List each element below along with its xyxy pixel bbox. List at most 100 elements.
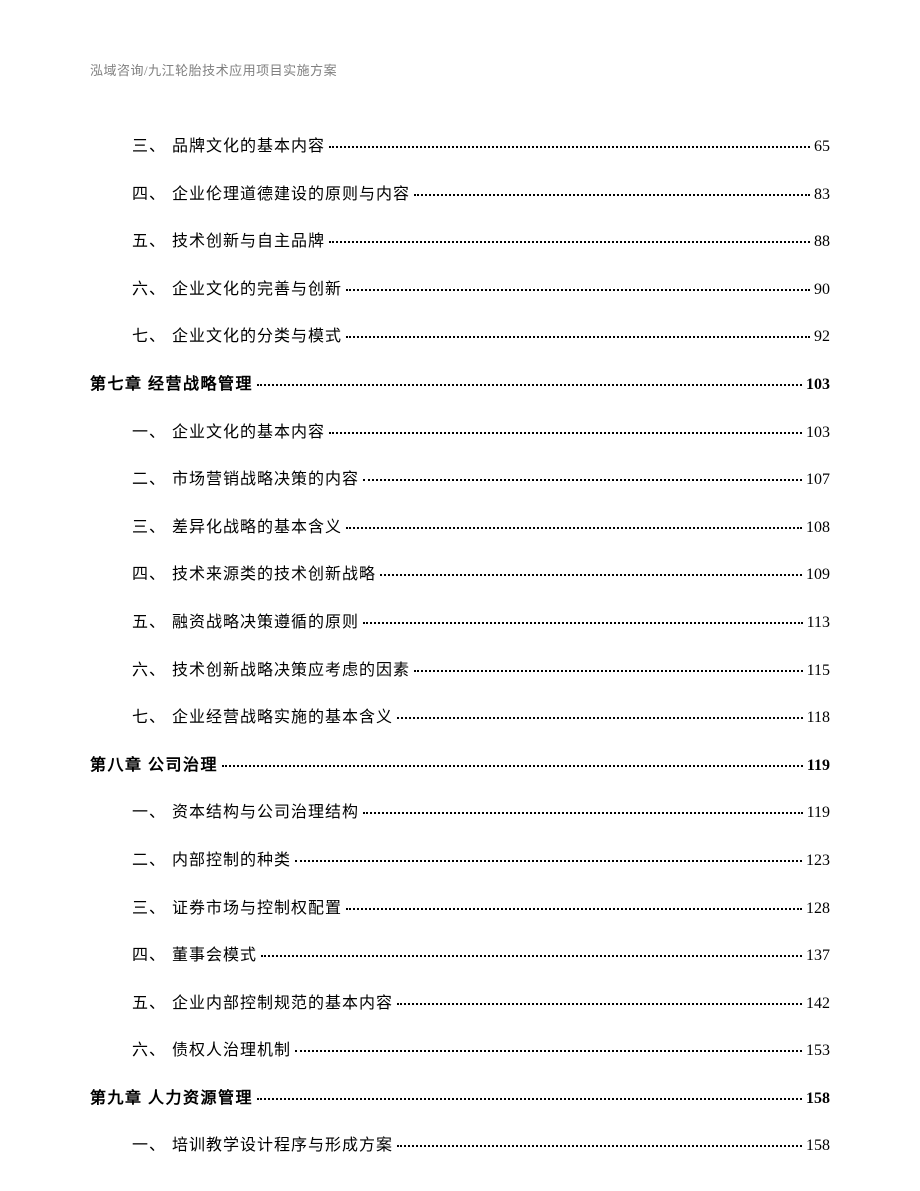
toc-sub-row: 一、资本结构与公司治理结构119 bbox=[90, 800, 830, 826]
toc-item-text: 第九章 人力资源管理 bbox=[90, 1086, 253, 1112]
toc-item-text: 企业伦理道德建设的原则与内容 bbox=[172, 182, 410, 208]
toc-sub-row: 四、技术来源类的技术创新战略109 bbox=[90, 562, 830, 588]
toc-leader-dots bbox=[397, 1003, 802, 1005]
toc-item-text: 品牌文化的基本内容 bbox=[172, 134, 325, 160]
toc-page-number: 153 bbox=[806, 1038, 830, 1064]
toc-sub-row: 七、企业经营战略实施的基本含义 118 bbox=[90, 705, 830, 731]
toc-page-number: 158 bbox=[806, 1133, 830, 1159]
toc-sub-row: 五、融资战略决策遵循的原则 113 bbox=[90, 610, 830, 636]
toc-page-number: 123 bbox=[806, 848, 830, 874]
toc-leader-dots bbox=[346, 336, 810, 338]
toc-page-number: 90 bbox=[814, 277, 830, 303]
toc-sub-row: 六、企业文化的完善与创新 90 bbox=[90, 277, 830, 303]
toc-page-number: 119 bbox=[807, 800, 830, 826]
toc-chapter-row: 第八章 公司治理 119 bbox=[90, 753, 830, 779]
toc-item-number: 五、 bbox=[132, 229, 166, 255]
toc-item-text: 差异化战略的基本含义 bbox=[172, 515, 342, 541]
toc-leader-dots bbox=[346, 289, 810, 291]
toc-item-text: 内部控制的种类 bbox=[172, 848, 291, 874]
toc-item-text: 培训教学设计程序与形成方案 bbox=[172, 1133, 393, 1159]
toc-leader-dots bbox=[295, 860, 802, 862]
toc-item-number: 六、 bbox=[132, 1038, 166, 1064]
toc-page-number: 107 bbox=[806, 467, 830, 493]
toc-sub-row: 三、证券市场与控制权配置 128 bbox=[90, 896, 830, 922]
toc-item-text: 证券市场与控制权配置 bbox=[172, 896, 342, 922]
toc-item-text: 债权人治理机制 bbox=[172, 1038, 291, 1064]
toc-item-text: 企业内部控制规范的基本内容 bbox=[172, 991, 393, 1017]
toc-item-number: 二、 bbox=[132, 848, 166, 874]
toc-page-number: 158 bbox=[806, 1086, 830, 1112]
toc-item-number: 四、 bbox=[132, 943, 166, 969]
toc-leader-dots bbox=[363, 622, 803, 624]
toc-page-number: 128 bbox=[806, 896, 830, 922]
toc-sub-row: 一、企业文化的基本内容 103 bbox=[90, 420, 830, 446]
toc-leader-dots bbox=[397, 717, 803, 719]
toc-leader-dots bbox=[363, 479, 802, 481]
toc-item-text: 技术来源类的技术创新战略 bbox=[172, 562, 376, 588]
toc-item-text: 企业文化的基本内容 bbox=[172, 420, 325, 446]
toc-sub-row: 一、培训教学设计程序与形成方案 158 bbox=[90, 1133, 830, 1159]
toc-leader-dots bbox=[329, 146, 810, 148]
toc-leader-dots bbox=[414, 194, 810, 196]
toc-leader-dots bbox=[363, 812, 803, 814]
toc-sub-row: 七、企业文化的分类与模式 92 bbox=[90, 324, 830, 350]
toc-item-text: 第八章 公司治理 bbox=[90, 753, 218, 779]
toc-sub-row: 二、内部控制的种类 123 bbox=[90, 848, 830, 874]
toc-item-number: 七、 bbox=[132, 324, 166, 350]
toc-item-number: 三、 bbox=[132, 134, 166, 160]
toc-page-number: 118 bbox=[807, 705, 830, 731]
toc-item-text: 融资战略决策遵循的原则 bbox=[172, 610, 359, 636]
toc-chapter-row: 第九章 人力资源管理 158 bbox=[90, 1086, 830, 1112]
toc-leader-dots bbox=[346, 527, 802, 529]
toc-sub-row: 五、企业内部控制规范的基本内容 142 bbox=[90, 991, 830, 1017]
toc-leader-dots bbox=[222, 765, 803, 767]
toc-item-text: 企业文化的分类与模式 bbox=[172, 324, 342, 350]
toc-item-text: 资本结构与公司治理结构 bbox=[172, 800, 359, 826]
toc-page-number: 83 bbox=[814, 182, 830, 208]
toc-leader-dots bbox=[261, 955, 802, 957]
toc-leader-dots bbox=[257, 384, 802, 386]
toc-sub-row: 五、技术创新与自主品牌 88 bbox=[90, 229, 830, 255]
toc-item-number: 三、 bbox=[132, 515, 166, 541]
toc-item-text: 企业文化的完善与创新 bbox=[172, 277, 342, 303]
toc-page-number: 142 bbox=[806, 991, 830, 1017]
toc-item-number: 四、 bbox=[132, 562, 166, 588]
toc-item-number: 五、 bbox=[132, 991, 166, 1017]
toc-item-text: 第七章 经营战略管理 bbox=[90, 372, 253, 398]
toc-item-number: 六、 bbox=[132, 277, 166, 303]
toc-page-number: 119 bbox=[807, 753, 830, 779]
toc-page-number: 137 bbox=[806, 943, 830, 969]
toc-item-number: 四、 bbox=[132, 182, 166, 208]
toc-sub-row: 三、品牌文化的基本内容 65 bbox=[90, 134, 830, 160]
toc-item-number: 三、 bbox=[132, 896, 166, 922]
toc-page-number: 108 bbox=[806, 515, 830, 541]
toc-leader-dots bbox=[295, 1050, 802, 1052]
toc-item-text: 技术创新与自主品牌 bbox=[172, 229, 325, 255]
toc-leader-dots bbox=[380, 574, 802, 576]
toc-item-number: 七、 bbox=[132, 705, 166, 731]
toc-page-number: 88 bbox=[814, 229, 830, 255]
toc-item-number: 一、 bbox=[132, 1133, 166, 1159]
toc-leader-dots bbox=[414, 670, 803, 672]
toc-chapter-row: 第七章 经营战略管理 103 bbox=[90, 372, 830, 398]
toc-item-number: 六、 bbox=[132, 658, 166, 684]
toc-sub-row: 四、董事会模式137 bbox=[90, 943, 830, 969]
toc-leader-dots bbox=[257, 1098, 802, 1100]
toc-sub-row: 二、市场营销战略决策的内容107 bbox=[90, 467, 830, 493]
toc-leader-dots bbox=[329, 432, 802, 434]
toc-sub-row: 三、差异化战略的基本含义 108 bbox=[90, 515, 830, 541]
toc-item-number: 五、 bbox=[132, 610, 166, 636]
toc-item-text: 市场营销战略决策的内容 bbox=[172, 467, 359, 493]
toc-item-number: 一、 bbox=[132, 420, 166, 446]
toc-page-number: 103 bbox=[806, 372, 830, 398]
toc-item-text: 企业经营战略实施的基本含义 bbox=[172, 705, 393, 731]
document-header: 泓域咨询/九江轮胎技术应用项目实施方案 bbox=[90, 60, 830, 79]
toc-page-number: 115 bbox=[807, 658, 830, 684]
toc-page-number: 65 bbox=[814, 134, 830, 160]
toc-page-number: 113 bbox=[807, 610, 830, 636]
table-of-contents: 三、品牌文化的基本内容65四、企业伦理道德建设的原则与内容83五、技术创新与自主… bbox=[90, 134, 830, 1159]
toc-leader-dots bbox=[397, 1145, 802, 1147]
toc-page-number: 92 bbox=[814, 324, 830, 350]
toc-page-number: 103 bbox=[806, 420, 830, 446]
toc-sub-row: 六、技术创新战略决策应考虑的因素115 bbox=[90, 658, 830, 684]
